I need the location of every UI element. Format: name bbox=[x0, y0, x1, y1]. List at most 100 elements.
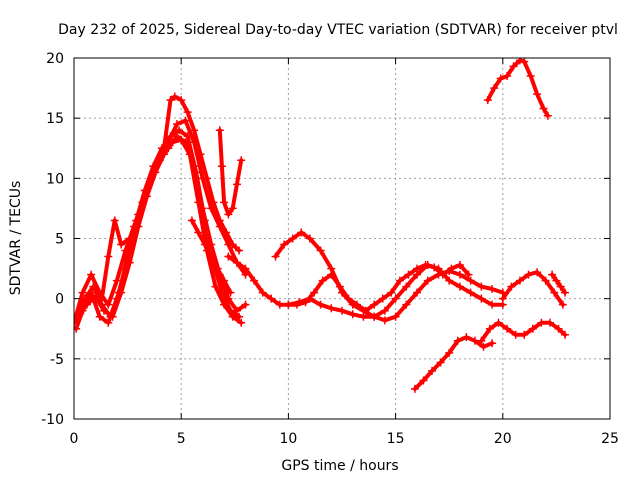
y-tick-label: -10 bbox=[41, 412, 64, 428]
y-tick-label: 5 bbox=[55, 232, 64, 248]
data-point bbox=[464, 270, 473, 279]
x-tick-label: 15 bbox=[387, 431, 405, 447]
data-point bbox=[125, 234, 134, 243]
data-point bbox=[194, 228, 203, 237]
data-point bbox=[177, 96, 186, 105]
data-point bbox=[558, 300, 567, 309]
data-point bbox=[74, 318, 78, 327]
series-arc-10 bbox=[284, 260, 473, 315]
data-point bbox=[175, 126, 184, 135]
data-point bbox=[445, 348, 454, 357]
data-point bbox=[479, 342, 488, 351]
y-tick-label: -5 bbox=[50, 352, 64, 368]
data-point bbox=[280, 240, 289, 249]
data-point bbox=[207, 252, 216, 261]
data-point bbox=[112, 294, 121, 303]
data-point bbox=[520, 58, 529, 66]
data-point bbox=[560, 330, 569, 339]
data-point bbox=[258, 288, 267, 297]
data-point bbox=[209, 198, 218, 207]
data-point bbox=[543, 111, 552, 120]
data-point bbox=[533, 268, 542, 277]
data-point bbox=[548, 270, 557, 279]
data-point bbox=[104, 300, 113, 309]
data-point bbox=[520, 330, 529, 339]
data-point bbox=[423, 276, 432, 285]
data-point bbox=[503, 324, 512, 333]
series-arc-11 bbox=[410, 333, 497, 393]
x-tick-label: 0 bbox=[70, 431, 79, 447]
series-arc-7 bbox=[215, 126, 246, 219]
data-point bbox=[436, 358, 445, 367]
y-tick-label: 20 bbox=[46, 51, 64, 67]
series-trail bbox=[500, 270, 565, 307]
x-tick-label: 25 bbox=[601, 431, 619, 447]
data-point bbox=[545, 318, 554, 327]
chart-title: Day 232 of 2025, Sidereal Day-to-day VTE… bbox=[58, 22, 618, 38]
data-point bbox=[387, 288, 396, 297]
data-point bbox=[402, 282, 411, 291]
data-point bbox=[327, 270, 336, 279]
series-trail bbox=[550, 272, 567, 295]
data-point bbox=[78, 306, 87, 315]
data-point bbox=[413, 264, 422, 273]
data-point bbox=[552, 276, 561, 285]
y-tick-label: 10 bbox=[46, 171, 64, 187]
series-arc-6 bbox=[187, 216, 235, 297]
data-point bbox=[97, 294, 106, 303]
data-point bbox=[318, 276, 327, 285]
data-point bbox=[515, 276, 524, 285]
data-point bbox=[301, 298, 310, 307]
data-point bbox=[170, 92, 179, 101]
data-point bbox=[430, 263, 439, 272]
data-point bbox=[241, 300, 250, 309]
data-point bbox=[361, 306, 370, 315]
data-point bbox=[78, 288, 87, 297]
data-point bbox=[202, 174, 211, 183]
data-point bbox=[410, 384, 419, 393]
axis-ticks: 0 5 10 15 20 25 -10 -5 0 5 10 15 20 bbox=[41, 51, 619, 447]
data-point bbox=[232, 306, 241, 315]
data-point bbox=[413, 288, 422, 297]
data-point bbox=[490, 84, 499, 93]
data-point bbox=[447, 264, 456, 273]
data-point bbox=[196, 150, 205, 159]
data-point bbox=[335, 282, 344, 291]
x-tick-label: 20 bbox=[494, 431, 512, 447]
data-point bbox=[560, 288, 569, 297]
data-point bbox=[232, 180, 241, 189]
data-point bbox=[507, 282, 516, 291]
data-point bbox=[226, 288, 235, 297]
data-point bbox=[220, 276, 229, 285]
data-point bbox=[121, 264, 130, 273]
data-point bbox=[213, 264, 222, 273]
data-point bbox=[488, 300, 497, 309]
data-point bbox=[539, 104, 548, 113]
data-point bbox=[455, 282, 464, 291]
series-arc-15 bbox=[483, 58, 552, 120]
data-point bbox=[348, 310, 357, 319]
data-point bbox=[488, 339, 497, 348]
data-point bbox=[524, 270, 533, 279]
data-point bbox=[104, 252, 113, 261]
data-point bbox=[477, 294, 486, 303]
data-point bbox=[190, 162, 199, 171]
data-point bbox=[200, 240, 209, 249]
data-point bbox=[87, 270, 96, 279]
data-point bbox=[485, 324, 494, 333]
data-point bbox=[453, 336, 462, 345]
data-point bbox=[466, 276, 475, 285]
data-point bbox=[496, 74, 505, 83]
data-point bbox=[477, 336, 486, 345]
data-point bbox=[477, 282, 486, 291]
data-point bbox=[288, 234, 297, 243]
data-point bbox=[235, 312, 244, 321]
data-point bbox=[172, 132, 181, 141]
data-point bbox=[232, 258, 241, 267]
data-point bbox=[310, 288, 319, 297]
data-point bbox=[95, 312, 104, 321]
y-axis-label: SDTVAR / TECUs bbox=[8, 181, 24, 296]
data-point bbox=[488, 285, 497, 294]
series-arc-8 bbox=[224, 252, 507, 321]
data-point bbox=[228, 240, 237, 249]
